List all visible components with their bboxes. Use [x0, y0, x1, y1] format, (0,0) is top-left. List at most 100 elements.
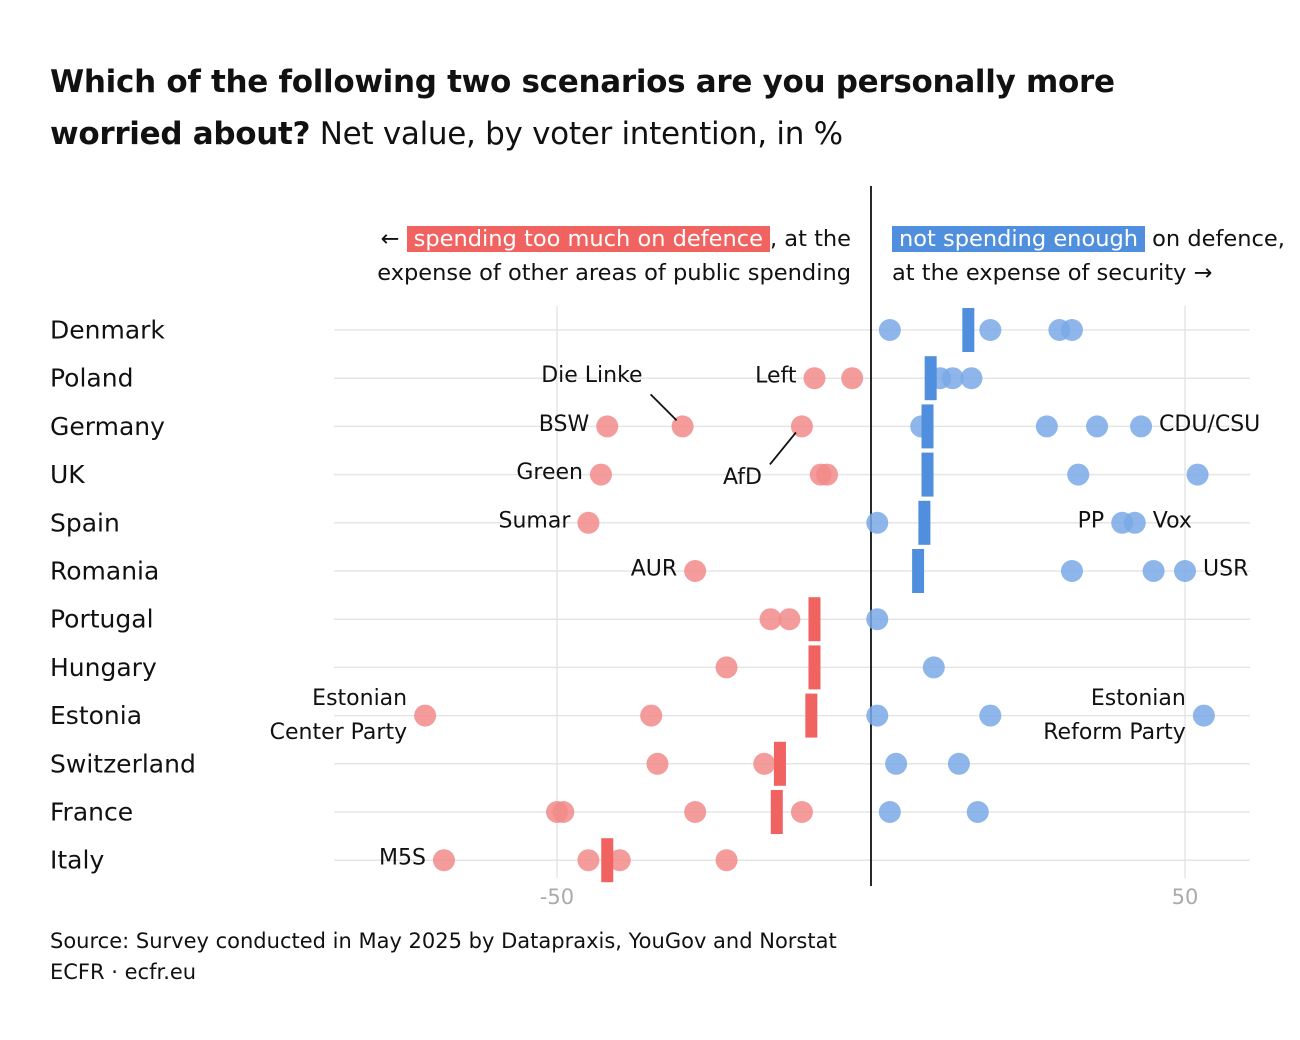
party-dot	[753, 752, 776, 775]
party-dot	[941, 367, 964, 390]
party-dot	[432, 849, 455, 872]
header-positive-highlight: not spending enough	[892, 226, 1146, 252]
average-bar	[921, 404, 934, 449]
header-negative-highlight: spending too much on defence	[406, 226, 770, 252]
party-dot	[841, 367, 864, 390]
country-label: Romania	[50, 557, 159, 586]
party-label: Left	[755, 364, 797, 389]
party-dot	[866, 704, 889, 727]
party-dot	[1035, 415, 1058, 438]
party-dot	[803, 367, 826, 390]
party-dot	[1067, 463, 1090, 486]
label-leader-line	[649, 393, 678, 422]
country-label: Italy	[50, 846, 104, 875]
source-note: Source: Survey conducted in May 2025 by …	[50, 926, 837, 988]
party-label: AfD	[723, 465, 762, 490]
party-dot	[979, 319, 1002, 341]
average-bar	[912, 549, 925, 593]
average-bar	[601, 838, 614, 883]
party-dot	[1174, 560, 1196, 582]
arrow-right-icon: →	[1193, 260, 1213, 286]
average-bar	[808, 597, 821, 642]
party-dot	[1192, 704, 1215, 727]
country-label: France	[50, 798, 133, 827]
header-positive-line1: not spending enough on defence,	[892, 222, 1285, 256]
party-dot	[922, 656, 945, 679]
source-line: Source: Survey conducted in May 2025 by …	[50, 929, 837, 953]
party-dot	[640, 704, 663, 727]
party-dot	[878, 801, 901, 823]
average-bar	[773, 741, 786, 786]
party-dot	[684, 560, 707, 582]
party-label: Die Linke	[541, 363, 642, 388]
party-dot	[589, 463, 612, 486]
header-negative-line2: expense of other areas of public spendin…	[377, 260, 851, 286]
party-dot	[577, 849, 600, 872]
party-dot	[1123, 511, 1146, 534]
country-label: Estonia	[50, 701, 142, 730]
x-tick-label: -50	[540, 885, 574, 909]
title-subtitle: Net value, by voter intention, in %	[319, 116, 843, 152]
party-dot	[671, 415, 694, 438]
average-bar	[805, 693, 818, 738]
party-dot	[790, 415, 813, 438]
average-bar	[924, 356, 937, 401]
party-label: Reform Party	[1043, 720, 1186, 745]
party-dot	[646, 752, 669, 775]
party-dot	[715, 849, 738, 872]
average-bar	[918, 500, 931, 545]
party-label: M5S	[379, 846, 426, 871]
party-label: USR	[1203, 557, 1248, 582]
country-label: Hungary	[50, 653, 157, 682]
country-label: Germany	[50, 412, 165, 441]
party-dot	[577, 511, 600, 534]
party-dot	[552, 801, 575, 823]
source-credit: ECFR · ecfr.eu	[50, 960, 197, 984]
arrow-left-icon: ←	[380, 226, 400, 252]
party-dot	[885, 752, 908, 775]
party-label: CDU/CSU	[1159, 412, 1260, 437]
party-dot	[1086, 415, 1109, 438]
party-label: BSW	[539, 412, 590, 437]
party-dot	[1130, 415, 1153, 438]
average-bar	[921, 452, 934, 497]
country-label: Spain	[50, 508, 120, 537]
party-dot	[1060, 560, 1083, 582]
party-dot	[596, 415, 619, 438]
party-label: AUR	[631, 557, 677, 582]
header-positive-line2-text: at the expense of security	[892, 260, 1187, 286]
party-dot	[966, 801, 989, 823]
party-dot	[947, 752, 970, 775]
country-label: Portugal	[50, 605, 154, 634]
header-positive-line2: at the expense of security →	[892, 256, 1285, 290]
average-bar	[808, 645, 821, 690]
party-dot	[715, 656, 738, 679]
average-bar	[770, 790, 783, 834]
country-label: Denmark	[50, 316, 165, 345]
country-label: Switzerland	[50, 749, 196, 778]
header-positive-rest: on defence,	[1145, 226, 1285, 252]
party-label: Center Party	[270, 720, 408, 745]
average-bar	[962, 308, 975, 352]
party-dot	[414, 704, 437, 727]
party-label: PP	[1078, 508, 1105, 533]
party-dot	[1142, 560, 1165, 582]
party-dot	[778, 608, 801, 631]
party-dot	[960, 367, 983, 390]
x-tick-label: 50	[1172, 885, 1199, 909]
party-label: Green	[516, 460, 583, 485]
header-negative: ← spending too much on defence, at the e…	[377, 222, 851, 290]
header-positive: not spending enough on defence, at the e…	[892, 222, 1285, 290]
title-question: Which of the following two scenarios are…	[50, 64, 1115, 152]
party-dot	[866, 511, 889, 534]
country-label: UK	[50, 460, 85, 489]
party-label: Estonian	[312, 686, 407, 711]
party-dot	[1186, 463, 1209, 486]
party-label: Estonian	[1091, 686, 1186, 711]
party-label: Sumar	[499, 508, 572, 533]
party-dot	[866, 608, 889, 631]
party-dot	[759, 608, 782, 631]
header-negative-line1: ← spending too much on defence, at the	[377, 222, 851, 256]
party-dot	[979, 704, 1002, 727]
country-label: Poland	[50, 364, 133, 393]
